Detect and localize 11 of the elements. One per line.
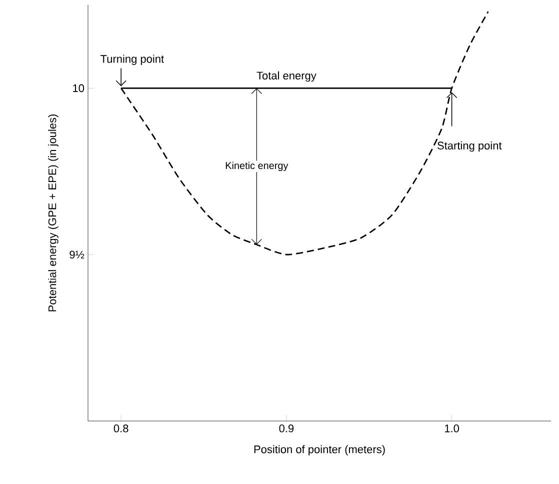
x-tick-label: 0.9 — [279, 424, 294, 432]
x-axis-title: Position of pointer (meters) — [254, 445, 385, 456]
x-tick-label: 1.0 — [444, 424, 460, 432]
x-tick-label: 0.8 — [114, 424, 128, 432]
annotation: Turning point — [100, 54, 164, 65]
y-tick-label: 10 — [73, 84, 84, 92]
annotation: Starting point — [437, 141, 502, 152]
annotation: Kinetic energy — [226, 162, 288, 172]
y-tick-label: 9½ — [70, 250, 84, 258]
series-label: Total energy — [256, 71, 316, 82]
y-axis-title: Potential energy (GPE + EPE) (in joules) — [48, 114, 58, 312]
